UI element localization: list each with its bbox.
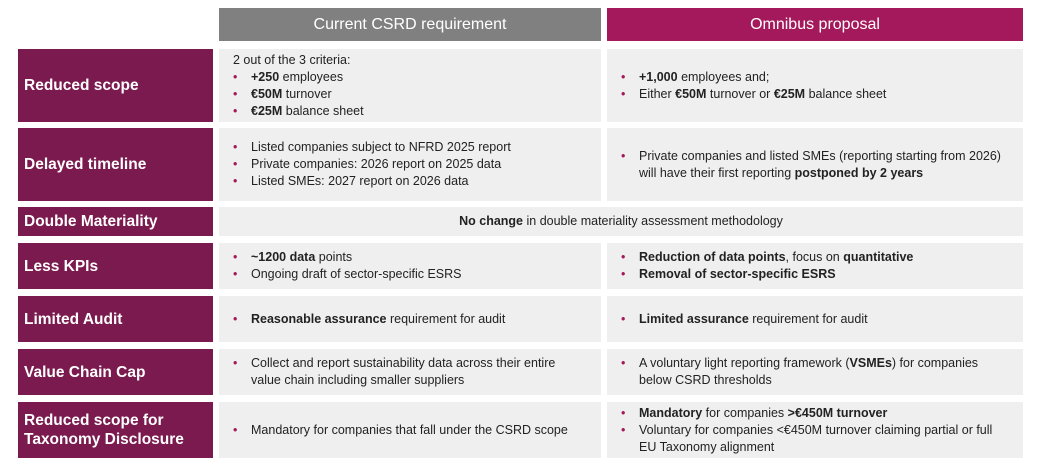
text-run: €50M <box>675 86 707 101</box>
bullet-item: Ongoing draft of sector-specific ESRS <box>233 266 587 283</box>
text-run: Removal of sector-specific ESRS <box>639 267 836 281</box>
text-run: €25M <box>773 86 806 101</box>
row-label: Delayed timeline <box>18 128 213 201</box>
row-label: Limited Audit <box>18 296 213 342</box>
text-run: balance sheet <box>282 103 364 118</box>
text-run: Mandatory for companies that fall under … <box>251 422 568 437</box>
bullet-item: ~1200 data points <box>233 249 587 266</box>
text-run: +1,000 <box>639 69 678 84</box>
bullet-item: Private companies and listed SMEs (repor… <box>621 148 1009 182</box>
bullet-item: Reduction of data points, focus on quant… <box>621 249 1009 266</box>
text-run: turnover or <box>706 86 774 101</box>
text-run: in double materiality assessment methodo… <box>523 214 783 228</box>
cell: A voluntary light reporting framework (V… <box>607 349 1023 395</box>
text-run: Either <box>639 86 676 101</box>
bullet-item: Private companies: 2026 report on 2025 d… <box>233 156 587 173</box>
text-run: requirement for audit <box>386 311 506 326</box>
text-run: Private companies: 2026 report on 2025 d… <box>251 157 502 171</box>
text-run: Collect and report sustainability data a… <box>251 356 559 387</box>
text-run: Limited assurance <box>639 311 749 326</box>
text-run: turnover <box>282 86 332 101</box>
text-run: ~1200 data <box>251 250 316 264</box>
text-run: +250 <box>251 69 280 84</box>
cell: +1,000 employees and;Either €50M turnove… <box>607 49 1023 122</box>
header-omnibus: Omnibus proposal <box>607 8 1023 41</box>
bullet-item: +1,000 employees and; <box>621 69 1009 86</box>
bullet-item: Collect and report sustainability data a… <box>233 355 587 389</box>
text-run: Mandatory <box>639 405 703 420</box>
bullet-item: Listed SMEs: 2027 report on 2026 data <box>233 173 587 190</box>
text-run: postponed by 2 years <box>794 165 924 180</box>
text-run: requirement for audit <box>748 311 868 326</box>
merged-cell: No change in double materiality assessme… <box>219 207 1023 236</box>
text-run: Ongoing draft of sector-specific ESRS <box>251 267 462 281</box>
text-run: , focus on <box>785 250 844 264</box>
bullet-item: Reasonable assurance requirement for aud… <box>233 311 587 328</box>
row-label: Double Materiality <box>18 207 213 236</box>
cell: Mandatory for companies >€450M turnoverV… <box>607 402 1023 458</box>
row-label: Reduced scope <box>18 49 213 122</box>
intro: 2 out of the 3 criteria: <box>233 52 351 67</box>
bullet-item: +250 employees <box>233 69 587 86</box>
text-run: Listed SMEs: 2027 report on 2026 data <box>251 174 469 188</box>
text-run: Reasonable assurance <box>251 311 387 326</box>
text-run: A voluntary light reporting framework ( <box>639 356 850 370</box>
bullet-item: Listed companies subject to NFRD 2025 re… <box>233 139 587 156</box>
text-run: VSMEs <box>849 356 892 370</box>
text-run: employees <box>279 69 344 84</box>
bullet-item: €50M turnover <box>233 86 587 103</box>
text-run: employees and; <box>677 69 770 84</box>
cell: Mandatory for companies that fall under … <box>219 402 601 458</box>
header-current: Current CSRD requirement <box>219 8 601 41</box>
text-run: No change <box>459 214 524 228</box>
cell: Reduction of data points, focus on quant… <box>607 243 1023 289</box>
text-run: points <box>315 250 353 264</box>
bullet-item: Either €50M turnover or €25M balance she… <box>621 86 1009 103</box>
text-run: >€450M turnover <box>787 405 888 420</box>
text-run: €25M <box>251 103 283 118</box>
row-label: Reduced scope for Taxonomy Disclosure <box>18 402 213 458</box>
cell: ~1200 data pointsOngoing draft of sector… <box>219 243 601 289</box>
bullet-item: Mandatory for companies that fall under … <box>233 422 587 439</box>
row-label: Less KPIs <box>18 243 213 289</box>
cell: Reasonable assurance requirement for aud… <box>219 296 601 342</box>
text-run: Reduction of data points <box>639 250 786 264</box>
cell: Limited assurance requirement for audit <box>607 296 1023 342</box>
bullet-item: €25M balance sheet <box>233 103 587 120</box>
bullet-item: Removal of sector-specific ESRS <box>621 266 1009 283</box>
merged-text: No change in double materiality assessme… <box>459 213 783 230</box>
bullet-item: A voluntary light reporting framework (V… <box>621 355 1009 389</box>
cell: 2 out of the 3 criteria:+250 employees€5… <box>219 49 601 122</box>
text-run: balance sheet <box>805 86 887 101</box>
text-run: quantitative <box>843 250 914 264</box>
cell: Listed companies subject to NFRD 2025 re… <box>219 128 601 201</box>
text-run: Listed companies subject to NFRD 2025 re… <box>251 140 511 154</box>
bullet-item: Mandatory for companies >€450M turnover <box>621 405 1009 422</box>
bullet-item: Limited assurance requirement for audit <box>621 311 1009 328</box>
bullet-item: Voluntary for companies <€450M turnover … <box>621 422 1009 456</box>
row-label: Value Chain Cap <box>18 349 213 395</box>
cell: Collect and report sustainability data a… <box>219 349 601 395</box>
text-run: ) for companies below CSRD thresholds <box>639 356 982 387</box>
text-run: Private companies and listed SMEs (repor… <box>639 148 1005 180</box>
text-run: for companies <box>702 405 788 420</box>
text-run: €50M <box>251 86 283 101</box>
cell: Private companies and listed SMEs (repor… <box>607 128 1023 201</box>
text-run: Voluntary for companies <€450M turnover … <box>639 422 996 454</box>
